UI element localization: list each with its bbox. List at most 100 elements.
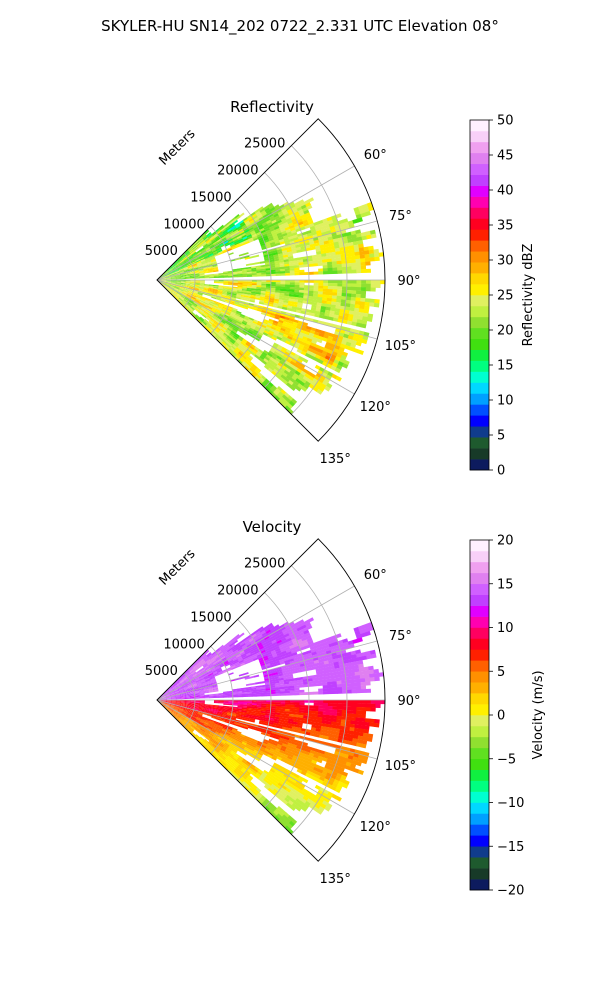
reflectivity-cell: [269, 259, 275, 263]
reflectivity-cell: [351, 286, 357, 291]
velocity-cell: [320, 667, 326, 672]
reflectivity-cell: [173, 268, 179, 272]
reflectivity-cell: [210, 246, 216, 251]
reflectivity-cell: [236, 235, 243, 240]
reflectivity-cell: [219, 312, 226, 316]
reflectivity-cell: [310, 309, 316, 314]
velocity-cell: [160, 693, 165, 698]
reflectivity-cell: [171, 276, 177, 279]
velocity-cell: [180, 696, 186, 698]
velocity-cell: [358, 663, 364, 669]
velocity-cell: [351, 700, 357, 704]
reflectivity-cell: [179, 297, 184, 302]
reflectivity-cell: [340, 302, 346, 307]
reflectivity-cell: [279, 240, 286, 245]
reflectivity-cell: [231, 321, 237, 326]
velocity-cell: [270, 707, 276, 711]
reflectivity-cell: [184, 259, 190, 263]
reflectivity-cell: [186, 295, 191, 299]
reflectivity-cell: [244, 326, 250, 331]
reflectivity-cell: [171, 280, 177, 282]
reflectivity-cell: [297, 232, 303, 238]
reflectivity-cell: [179, 287, 185, 290]
velocity-cell: [213, 701, 220, 704]
reflectivity-cell: [256, 285, 262, 288]
reflectivity-cell: [370, 283, 376, 288]
velocity-cell: [356, 637, 363, 643]
reflectivity-cell: [174, 287, 180, 290]
reflectivity-cell: [179, 270, 185, 273]
velocity-cell: [325, 726, 331, 731]
reflectivity-cell: [283, 369, 290, 376]
velocity-cell: [185, 702, 191, 704]
velocity-cell: [268, 645, 275, 650]
velocity-cell: [171, 700, 177, 702]
reflectivity-cell: [170, 284, 176, 287]
velocity-cell: [188, 687, 194, 690]
reflectivity-cell: [283, 224, 290, 229]
velocity-cell: [233, 649, 239, 654]
reflectivity-cell: [170, 263, 175, 268]
reflectivity-cell: [259, 298, 265, 302]
reflectivity-cell: [254, 327, 260, 333]
velocity-cell: [184, 679, 190, 683]
reflectivity-cell: [165, 273, 171, 277]
velocity-cell: [284, 683, 290, 687]
velocity-cell: [213, 673, 220, 677]
reflectivity-cell: [205, 259, 211, 263]
reflectivity-cell: [245, 325, 251, 330]
reflectivity-cell: [195, 259, 201, 263]
reflectivity-cell: [230, 245, 237, 249]
reflectivity-cell: [170, 282, 177, 284]
velocity-cell: [322, 708, 329, 713]
reflectivity-cell: [318, 314, 325, 319]
reflectivity-cell: [178, 297, 184, 302]
reflectivity-cell: [274, 262, 280, 266]
reflectivity-cell: [172, 290, 177, 295]
velocity-cell: [341, 652, 348, 658]
velocity-cell: [180, 680, 185, 684]
reflectivity-cell: [269, 348, 276, 354]
reflectivity-cell: [180, 277, 186, 279]
reflectivity-cell: [298, 264, 305, 268]
velocity-cell: [178, 688, 184, 691]
velocity-cell: [239, 641, 246, 646]
velocity-cell: [291, 667, 297, 672]
velocity-cell: [343, 732, 350, 738]
velocity-cell: [360, 689, 367, 694]
velocity-cell: [230, 643, 236, 649]
reflectivity-cell: [231, 295, 237, 299]
velocity-cell: [270, 709, 276, 713]
velocity-cell: [228, 694, 234, 697]
velocity-cell: [172, 686, 178, 690]
velocity-cell: [289, 706, 295, 710]
velocity-cell: [282, 672, 288, 676]
reflectivity-cell: [248, 304, 254, 308]
reflectivity-cell: [293, 265, 300, 269]
reflectivity-cell: [260, 290, 267, 294]
reflectivity-cell: [220, 227, 226, 232]
velocity-cell: [175, 692, 181, 695]
reflectivity-cell: [164, 271, 170, 275]
velocity-cell: [240, 717, 246, 721]
reflectivity-cell: [170, 284, 176, 287]
velocity-cell: [334, 664, 340, 669]
reflectivity-cell: [261, 274, 267, 277]
reflectivity-cell: [212, 290, 219, 293]
reflectivity-cell: [197, 236, 202, 241]
velocity-cell: [198, 664, 203, 669]
velocity-cell: [260, 710, 267, 714]
reflectivity-cell: [356, 236, 363, 242]
velocity-cell: [165, 693, 171, 697]
reflectivity-cell: [213, 322, 219, 328]
velocity-cell: [266, 700, 272, 703]
reflectivity-cell: [224, 233, 230, 238]
reflectivity-cell: [318, 238, 325, 243]
reflectivity-cell: [269, 295, 275, 299]
reflectivity-cell: [294, 282, 300, 286]
reflectivity-cell: [164, 285, 169, 290]
reflectivity-cell: [216, 237, 222, 242]
reflectivity-cell: [175, 281, 182, 283]
velocity-cell: [289, 700, 296, 703]
velocity-cell: [313, 691, 319, 695]
